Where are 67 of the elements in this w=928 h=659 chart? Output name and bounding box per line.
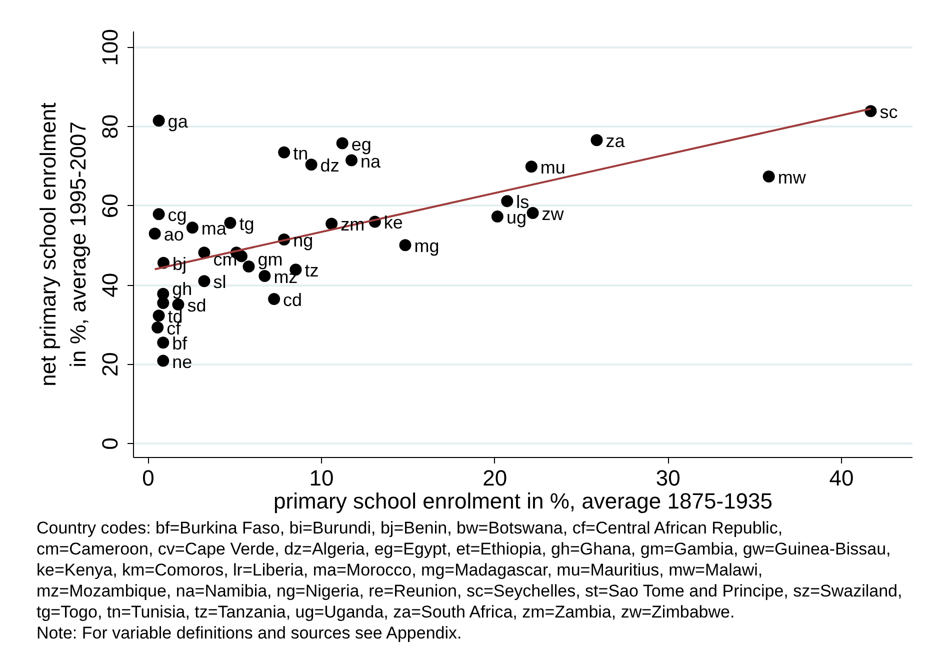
- point: [526, 207, 539, 219]
- annotation: bf: [172, 334, 188, 354]
- annotation: za: [606, 131, 626, 152]
- annotation: ng: [293, 230, 314, 251]
- x-tick-label: 0: [142, 466, 154, 490]
- y-tick-label: 20: [98, 352, 122, 377]
- y-tick-label: 40: [98, 272, 122, 298]
- annotation: ma: [201, 218, 228, 239]
- y-axis-title: net primary school enrolment in %, average 1995-2007: [36, 102, 90, 386]
- annotation: mw: [778, 168, 807, 188]
- point: [346, 154, 358, 166]
- point: [268, 293, 280, 305]
- annotation: cd: [283, 290, 302, 310]
- x-tick-label: 40: [829, 466, 854, 490]
- annotation: tz: [304, 260, 319, 281]
- point: [152, 208, 165, 220]
- annotation: cg: [168, 205, 187, 226]
- point: [198, 275, 210, 288]
- text: tg=Togo, tn=Tunisia, tz=Tanzania, ug=Uganda, za=South Africa, zm=Zambia, zw=Zimbabwe.: [36, 602, 735, 622]
- point: [235, 250, 248, 262]
- point: [336, 137, 348, 150]
- x-axis-title: primary school enrolment in %, average 1875-1935: [274, 488, 772, 514]
- y-tick-label: 100: [98, 28, 122, 66]
- point: [491, 210, 504, 223]
- point: [278, 146, 290, 158]
- point: [198, 246, 210, 259]
- point: [258, 270, 271, 282]
- annotation: mu: [540, 158, 566, 178]
- point: [157, 336, 170, 349]
- annotation: zw: [542, 204, 565, 224]
- point: [152, 322, 164, 334]
- point: [148, 228, 161, 240]
- annotation: ao: [164, 224, 184, 245]
- annotation: sl: [213, 272, 226, 292]
- annotation: tn: [293, 143, 308, 164]
- text: cm=Cameroon, cv=Cape Verde, dz=Algeria, eg=Egypt, et=Ethiopia, gh=Ghana, gm=Gambia, gw=Guinea-Bissau,: [36, 540, 891, 558]
- annotation: mg: [414, 236, 440, 256]
- point: [157, 354, 170, 367]
- y-tick-label: 60: [98, 194, 122, 218]
- point: [152, 114, 165, 127]
- annotation: ne: [172, 352, 192, 372]
- annotation: tg: [239, 214, 254, 234]
- annotation: ke: [384, 212, 403, 233]
- point: [242, 260, 255, 272]
- point: [399, 239, 412, 252]
- text: mz=Mozambique, na=Namibia, ng=Nigeria, re=Reunion, sc=Seychelles, st=Sao Tome and Principe, sz=Swaziland,: [36, 582, 902, 600]
- text: ke=Kenya, km=Comoros, lr=Liberia, ma=Morocco, mg=Madagascar, mu=Mauritius, mw=Malawi,: [36, 560, 763, 580]
- annotation: dz: [320, 156, 340, 176]
- point: [590, 134, 603, 146]
- point: [186, 222, 198, 234]
- x-tick-label: 20: [482, 466, 508, 490]
- y-tick-label: 80: [98, 114, 122, 139]
- x-tick-label: 30: [656, 466, 680, 490]
- point: [525, 160, 538, 173]
- annotation: sc: [880, 102, 898, 122]
- x-tick-label: 10: [309, 466, 334, 490]
- y-tick-label: 0: [98, 438, 122, 450]
- point: [305, 158, 318, 171]
- text: Country codes: bf=Burkina Faso, bi=Burundi, bj=Benin, bw=Botswana, cf=Central African Republic,: [36, 518, 783, 538]
- point: [762, 170, 775, 183]
- point: [157, 296, 170, 309]
- point: [326, 218, 338, 230]
- point: [152, 310, 165, 322]
- annotation: ga: [168, 112, 189, 132]
- text: Note: For variable definitions and sources see Appendix.: [36, 624, 462, 642]
- point: [501, 195, 514, 208]
- annotation: gm: [258, 249, 283, 270]
